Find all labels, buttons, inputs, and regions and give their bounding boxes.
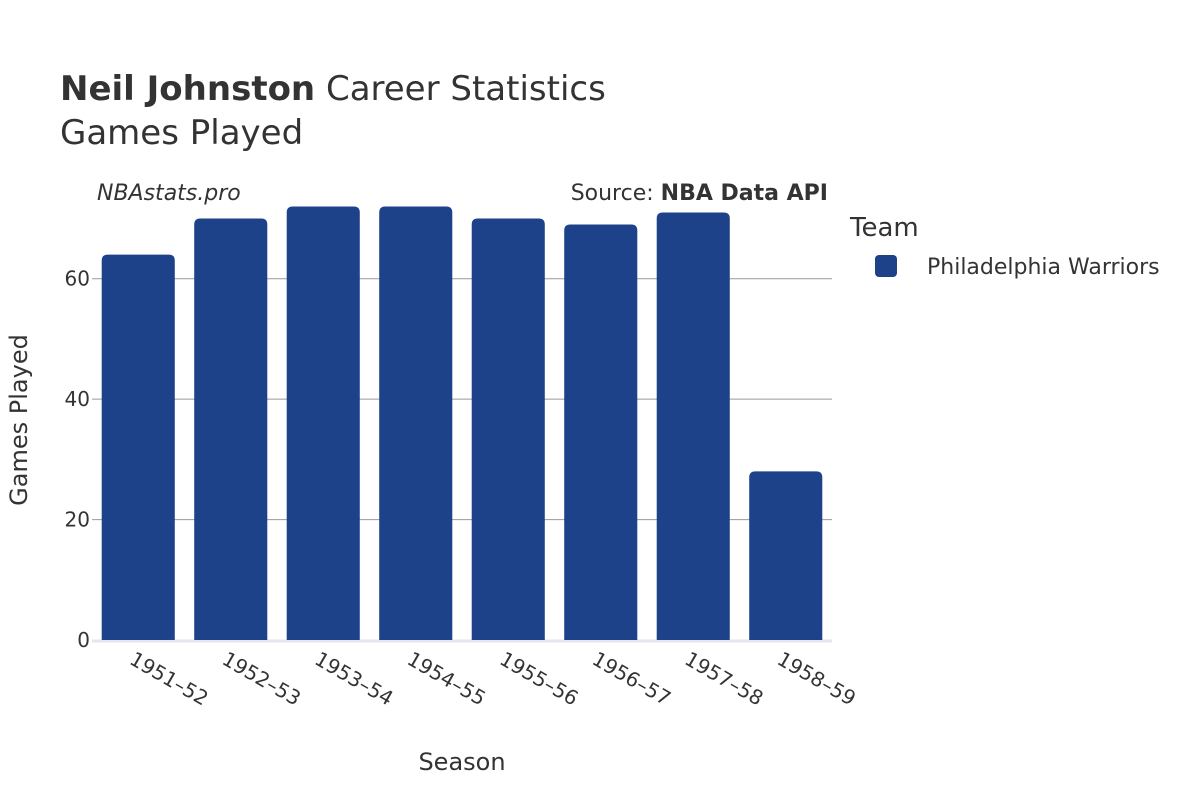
bars [101, 206, 823, 641]
x-tick-labels: 1951–52 1952–53 1953–54 1954–55 1955–56 1956–… [126, 647, 860, 711]
legend-label: Philadelphia Warriors [927, 255, 1160, 280]
y-tick-labels: 0 20 40 60 [65, 267, 90, 652]
bar [286, 206, 360, 641]
y-tick-label: 60 [65, 267, 90, 291]
bar [471, 218, 545, 640]
legend-swatch [875, 255, 897, 277]
y-tick-label: 0 [77, 628, 90, 652]
chart-title-rest: Career Statistics [326, 69, 606, 109]
y-tick-label: 20 [65, 508, 90, 532]
x-tick-label: 1953–54 [311, 647, 398, 711]
bar [379, 206, 453, 641]
source-name: NBA Data API [661, 181, 828, 206]
x-tick-label: 1955–56 [496, 647, 583, 711]
bar [564, 224, 638, 640]
watermark: NBAstats.pro [97, 181, 241, 206]
legend-title: Team [849, 213, 919, 243]
chart-title-bold: Neil Johnston [60, 69, 315, 109]
x-tick-label: 1954–55 [403, 647, 490, 711]
x-tick-label: 1956–57 [588, 647, 675, 711]
bar [656, 212, 730, 640]
legend-items: Philadelphia Warriors [875, 255, 1160, 280]
y-axis-title: Games Played [5, 334, 33, 506]
legend: Team Philadelphia Warriors [849, 213, 1160, 280]
x-tick-label: 1952–53 [218, 647, 305, 711]
x-tick-label: 1951–52 [126, 647, 213, 711]
source-prefix: Source: [571, 181, 661, 206]
bar [101, 254, 175, 641]
chart-title: Neil Johnston Career Statistics [60, 69, 606, 109]
bar [194, 218, 268, 640]
bar [749, 471, 823, 640]
x-axis-title: Season [418, 748, 505, 776]
source-label: Source: NBA Data API [571, 181, 828, 206]
x-tick-label: 1957–58 [681, 647, 768, 711]
y-tick-label: 40 [65, 387, 90, 411]
x-tick-label: 1958–59 [773, 647, 860, 711]
chart-subtitle: Games Played [60, 113, 303, 153]
